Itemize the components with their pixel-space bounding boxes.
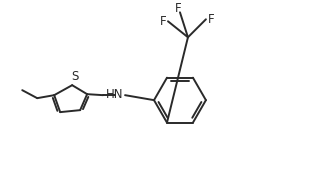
Text: F: F xyxy=(160,15,166,28)
Text: F: F xyxy=(208,13,214,26)
Text: F: F xyxy=(175,2,181,15)
Text: HN: HN xyxy=(106,88,124,101)
Text: S: S xyxy=(71,70,79,83)
